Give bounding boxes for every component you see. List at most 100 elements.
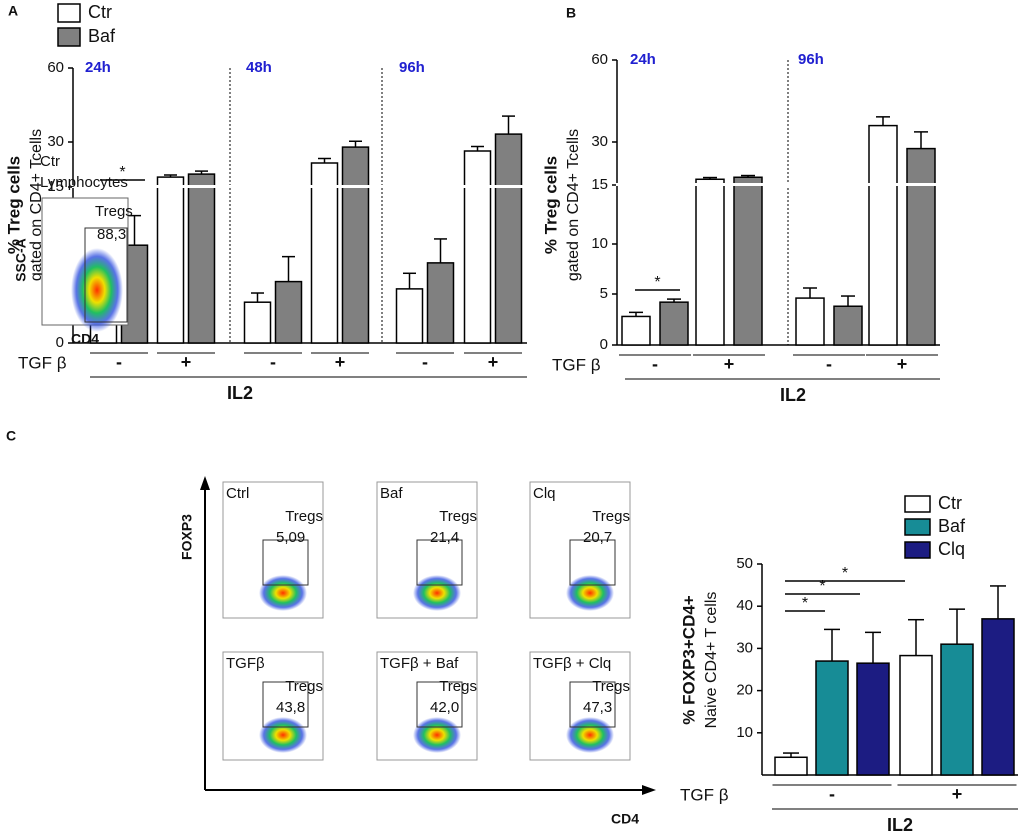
y-tick-label: 15 (591, 176, 608, 193)
gate-value: 47,3 (583, 699, 612, 716)
gate-name: Tregs (439, 508, 477, 525)
significance-star: * (842, 565, 848, 582)
bar (940, 643, 974, 776)
bar (341, 146, 370, 344)
y-tick-label: 0 (600, 336, 608, 353)
tgf-label: - (826, 354, 832, 374)
time-label: 96h (399, 59, 425, 76)
axis-break (616, 183, 939, 186)
bar (187, 173, 216, 344)
tgf-label: - (652, 354, 658, 374)
tgf-label: - (422, 352, 428, 372)
legend-swatch (904, 518, 931, 536)
legend-swatch (57, 27, 81, 47)
gate (416, 681, 463, 728)
tgf-label: - (829, 784, 835, 804)
cell-cloud (566, 717, 614, 753)
y-tick-label: 40 (736, 597, 753, 614)
il2-label: IL2 (227, 383, 253, 403)
cell-cloud (259, 575, 307, 611)
y-label-2: gated on CD4+ Tcells (28, 129, 45, 281)
flow-y-label: FOXP3 (179, 514, 195, 560)
gate-value: 5,09 (276, 529, 305, 546)
y-label: % Treg cells (4, 156, 23, 254)
y-tick-label: 10 (736, 724, 753, 741)
y-tick-label: 30 (591, 133, 608, 150)
tgf-label: + (952, 784, 963, 804)
bar (426, 262, 455, 344)
legend-label: Ctr (938, 493, 962, 513)
significance-star: * (819, 578, 825, 595)
panel-label: C (6, 428, 16, 444)
y-tick-label: 60 (47, 59, 64, 76)
gate-y-label: SSC-A (13, 238, 29, 282)
flow-x-label: CD4 (611, 811, 639, 827)
treatment-label: TGF β (680, 785, 729, 804)
gate-x-label: CD4 (71, 331, 99, 347)
gate-value: 20,7 (583, 529, 612, 546)
legend-swatch (57, 3, 81, 23)
bar (906, 147, 936, 346)
gate (416, 539, 463, 586)
bar (868, 124, 898, 346)
plot-label: Clq (533, 485, 556, 502)
legend-label: Clq (938, 539, 965, 559)
gate-name: Tregs (592, 678, 630, 695)
cell-cloud (413, 575, 461, 611)
bar (395, 288, 424, 344)
arrow-head (642, 785, 656, 795)
plot-label: Baf (380, 485, 403, 502)
gate-name: Tregs (95, 203, 133, 220)
gate-name: Tregs (592, 508, 630, 525)
tgf-label: - (116, 352, 122, 372)
plot-label: TGFβ + Baf (380, 655, 459, 672)
y-tick-label: 5 (600, 285, 608, 302)
legend-swatch (904, 495, 931, 513)
gate (262, 681, 309, 728)
gate-name: Tregs (439, 678, 477, 695)
significance-star: * (119, 164, 125, 181)
il2-label: IL2 (887, 815, 913, 835)
bar (774, 756, 808, 776)
y-tick-label: 50 (736, 555, 753, 572)
gate (569, 539, 616, 586)
y-label-2: gated on CD4+ Tcells (565, 129, 582, 281)
bar (981, 618, 1015, 776)
y-label: % FOXP3+CD4+ (679, 595, 698, 725)
y-tick-label: 30 (736, 639, 753, 656)
bar (156, 176, 185, 344)
bar (815, 660, 849, 776)
legend-swatch (904, 541, 931, 559)
plot-label: TGFβ + Clq (533, 655, 611, 672)
gate (262, 539, 309, 586)
cell-cloud (259, 717, 307, 753)
y-tick-label: 0 (56, 334, 64, 351)
bar (621, 315, 651, 346)
axis-break (72, 185, 526, 188)
treatment-label: TGF β (18, 353, 67, 372)
bar (243, 301, 272, 344)
il2-label: IL2 (780, 385, 806, 405)
y-label: % Treg cells (541, 156, 560, 254)
bar (274, 280, 303, 344)
tgf-label: + (488, 352, 499, 372)
treatment-label: TGF β (552, 355, 601, 374)
significance-star: * (802, 595, 808, 612)
y-tick-label: 10 (591, 235, 608, 252)
tgf-label: + (897, 354, 908, 374)
gate-name: Tregs (285, 508, 323, 525)
bar (833, 305, 863, 346)
y-tick-label: 60 (591, 51, 608, 68)
time-label: 96h (798, 51, 824, 68)
y-label-2: Naive CD4+ T cells (703, 592, 720, 729)
time-label: 24h (630, 51, 656, 68)
bar (310, 162, 339, 344)
time-label: 48h (246, 59, 272, 76)
gate (84, 227, 128, 323)
tgf-label: + (724, 354, 735, 374)
bar (659, 301, 689, 346)
legend-label: Ctr (88, 2, 112, 22)
panel-label: A (8, 3, 18, 19)
bar (733, 176, 763, 346)
panel-label: B (566, 5, 576, 21)
